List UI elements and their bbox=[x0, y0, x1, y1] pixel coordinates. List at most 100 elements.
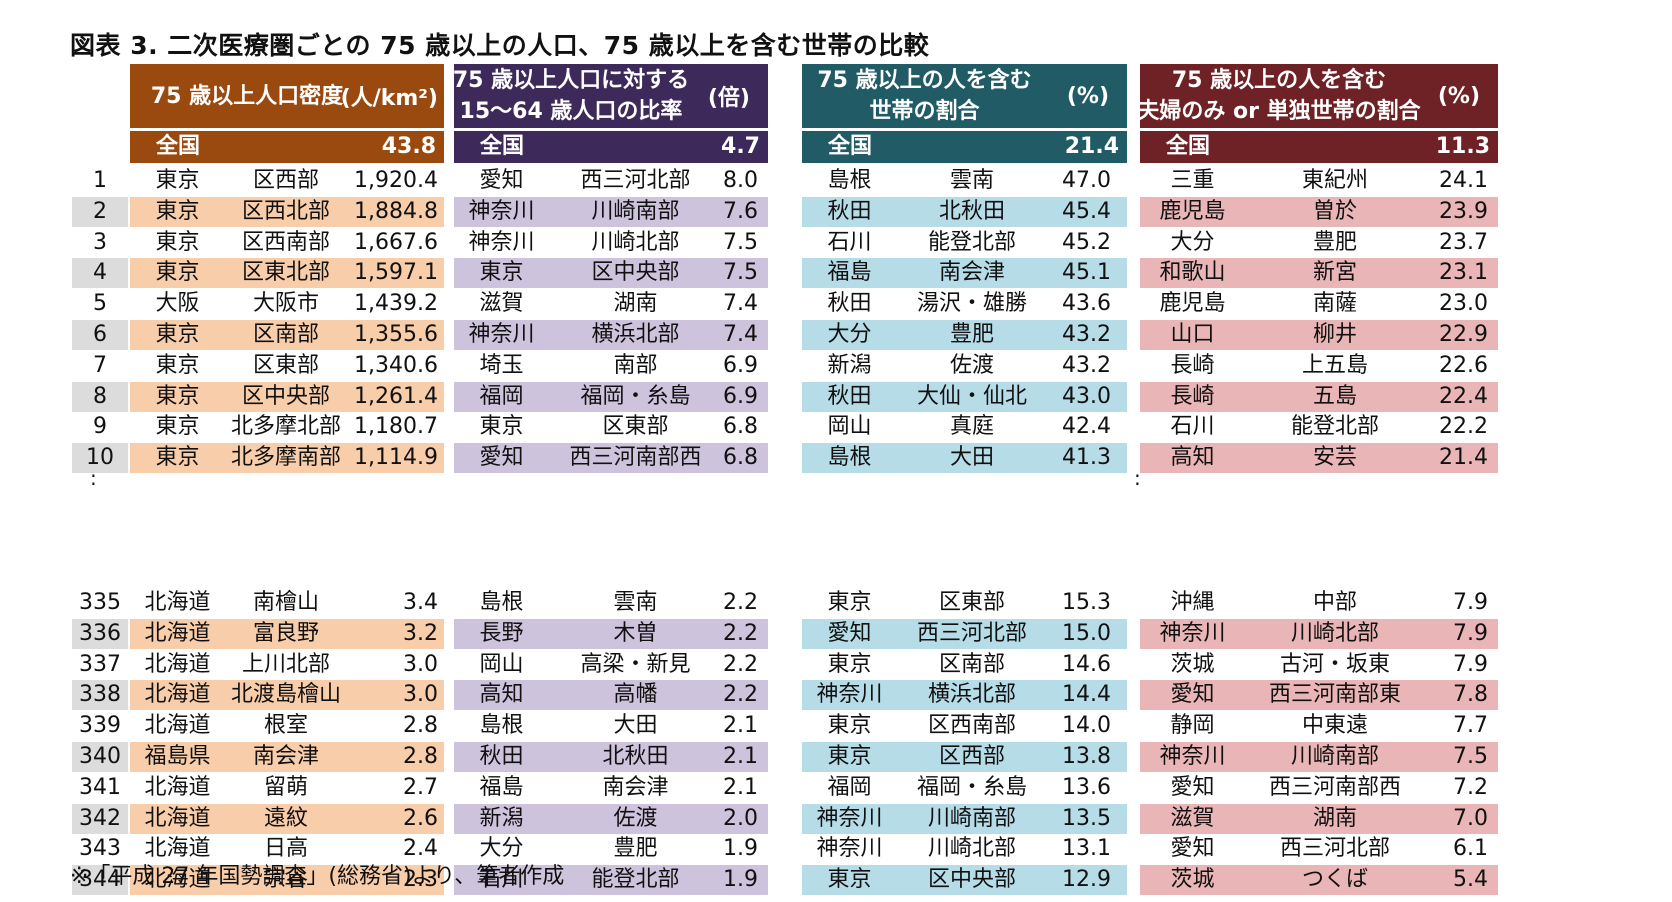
panel-header: 75 歳以上人口密度 (人/km²) bbox=[130, 64, 444, 128]
table-row: 東京 区南部 1,355.6 bbox=[130, 320, 444, 350]
value-cell: 6.9 bbox=[723, 352, 758, 378]
value-cell: 22.2 bbox=[1439, 414, 1488, 440]
table-row: 東京 区東北部 1,597.1 bbox=[130, 258, 444, 289]
prefecture-cell: 神奈川 bbox=[1159, 744, 1226, 769]
table-row: 東京 区中央部 1,261.4 bbox=[130, 381, 444, 412]
rank-number: 336 bbox=[72, 618, 128, 649]
prefecture-cell: 三重 bbox=[1170, 168, 1215, 193]
prefecture-cell: 神奈川 bbox=[1159, 620, 1226, 646]
header-line: 75 歳以上人口に対する bbox=[452, 68, 690, 93]
value-cell: 43.2 bbox=[1062, 352, 1111, 378]
rank-number: 2 bbox=[72, 196, 128, 227]
region-cell: 区中央部 bbox=[591, 260, 680, 286]
rank-number: 338 bbox=[72, 680, 128, 711]
table-row: 秋田 湯沢・雄勝 43.6 bbox=[802, 289, 1127, 319]
table-row: 神奈川 川崎南部 7.5 bbox=[1140, 742, 1498, 772]
table-row: 福島県 南会津 2.8 bbox=[130, 742, 444, 772]
region-cell: 南檜山 bbox=[252, 590, 319, 615]
table-row: 北海道 上川北部 3.0 bbox=[130, 650, 444, 680]
prefecture-cell: 秋田 bbox=[479, 744, 524, 769]
prefecture-cell: 北海道 bbox=[144, 836, 211, 862]
prefecture-cell: 島根 bbox=[827, 168, 872, 193]
table-row: 和歌山 新宮 23.1 bbox=[1140, 258, 1498, 289]
table-row: 秋田 北秋田 45.4 bbox=[802, 196, 1127, 227]
rank-number: 7 bbox=[93, 352, 107, 378]
value-cell: 7.4 bbox=[723, 291, 758, 317]
region-cell: 富良野 bbox=[252, 620, 319, 646]
value-cell: 1,114.9 bbox=[354, 445, 438, 471]
rank-number: 335 bbox=[79, 590, 121, 615]
prefecture-cell: 北海道 bbox=[144, 774, 211, 800]
prefecture-cell: 静岡 bbox=[1170, 713, 1215, 739]
region-cell: 北秋田 bbox=[938, 198, 1005, 224]
prefecture-cell: 愛知 bbox=[1170, 836, 1215, 862]
value-cell: 5.4 bbox=[1453, 867, 1488, 893]
rank-number: 9 bbox=[93, 414, 107, 440]
prefecture-cell: 茨城 bbox=[1170, 867, 1215, 893]
table-row: 新潟 佐渡 2.0 bbox=[454, 803, 768, 834]
value-cell: 8.0 bbox=[723, 168, 758, 193]
value-cell: 2.2 bbox=[723, 620, 758, 646]
value-cell: 23.1 bbox=[1439, 260, 1488, 286]
prefecture-cell: 島根 bbox=[479, 713, 524, 739]
table-row: 北海道 南檜山 3.4 bbox=[130, 588, 444, 618]
table-row: 滋賀 湖南 7.0 bbox=[1140, 803, 1498, 834]
region-cell: 雲南 bbox=[613, 590, 658, 615]
national-value: 43.8 bbox=[381, 134, 436, 159]
prefecture-cell: 福岡 bbox=[479, 383, 524, 409]
national-label: 全国 bbox=[480, 134, 525, 159]
value-cell: 14.0 bbox=[1062, 713, 1111, 739]
table-row: 神奈川 川崎北部 7.9 bbox=[1140, 618, 1498, 649]
prefecture-cell: 神奈川 bbox=[816, 836, 883, 862]
rank-number: 344 bbox=[72, 865, 128, 896]
value-cell: 13.1 bbox=[1062, 836, 1111, 862]
rank-number: 341 bbox=[79, 774, 121, 800]
prefecture-cell: 福島 bbox=[479, 774, 524, 800]
table-row: 東京 区中央部 12.9 bbox=[802, 865, 1127, 896]
table-row: 滋賀 湖南 7.4 bbox=[454, 289, 768, 319]
region-cell: 木曽 bbox=[613, 620, 658, 646]
table-row: 高知 高幡 2.2 bbox=[454, 680, 768, 711]
region-cell: 西三河北部 bbox=[580, 168, 691, 193]
prefecture-cell: 茨城 bbox=[1170, 651, 1215, 677]
national-label: 全国 bbox=[828, 134, 873, 159]
value-cell: 23.9 bbox=[1439, 198, 1488, 224]
value-cell: 2.4 bbox=[403, 836, 438, 862]
prefecture-cell: 秋田 bbox=[827, 383, 872, 409]
table-row: 北海道 留萌 2.7 bbox=[130, 773, 444, 803]
prefecture-cell: 高知 bbox=[1170, 445, 1215, 471]
panel-header-unit: (%) bbox=[1066, 83, 1109, 109]
value-cell: 24.1 bbox=[1439, 168, 1488, 193]
panel-header: 75 歳以上人口に対する 15〜64 歳人口の比率 (倍) bbox=[452, 64, 768, 128]
prefecture-cell: 東京 bbox=[827, 651, 872, 677]
value-cell: 13.8 bbox=[1062, 744, 1111, 769]
region-cell: 新宮 bbox=[1312, 260, 1357, 286]
ellipsis-marker: : bbox=[1134, 466, 1141, 490]
national-value: 4.7 bbox=[721, 134, 760, 159]
table-row: 岡山 高梁・新見 2.2 bbox=[454, 650, 768, 680]
prefecture-cell: 愛知 bbox=[1170, 774, 1215, 800]
prefecture-cell: 秋田 bbox=[827, 198, 872, 224]
region-cell: 五島 bbox=[1312, 383, 1357, 409]
value-cell: 14.4 bbox=[1062, 682, 1111, 708]
table-row: 大分 豊肥 43.2 bbox=[802, 320, 1127, 350]
prefecture-cell: 神奈川 bbox=[468, 198, 535, 224]
table-row: 神奈川 横浜北部 14.4 bbox=[802, 680, 1127, 711]
region-cell: 大阪市 bbox=[252, 291, 319, 317]
region-cell: 区中央部 bbox=[927, 867, 1016, 893]
prefecture-cell: 愛知 bbox=[479, 445, 524, 471]
region-cell: 大仙・仙北 bbox=[916, 383, 1027, 409]
rank-number: 4 bbox=[72, 258, 128, 289]
panel-header-label: 75 歳以上の人を含む 夫婦のみ or 単独世帯の割合 bbox=[1137, 64, 1420, 128]
value-cell: 7.7 bbox=[1453, 713, 1488, 739]
region-cell: 真庭 bbox=[949, 414, 994, 440]
region-cell: 南会津 bbox=[252, 744, 319, 769]
rank-number: 339 bbox=[79, 713, 121, 739]
prefecture-cell: 東京 bbox=[155, 168, 200, 193]
region-cell: 横浜北部 bbox=[927, 682, 1016, 708]
table-row: 島根 雲南 47.0 bbox=[802, 166, 1127, 196]
value-cell: 43.6 bbox=[1062, 291, 1111, 317]
prefecture-cell: 東京 bbox=[479, 414, 524, 440]
region-cell: 北渡島檜山 bbox=[230, 682, 341, 708]
prefecture-cell: 岡山 bbox=[827, 414, 872, 440]
